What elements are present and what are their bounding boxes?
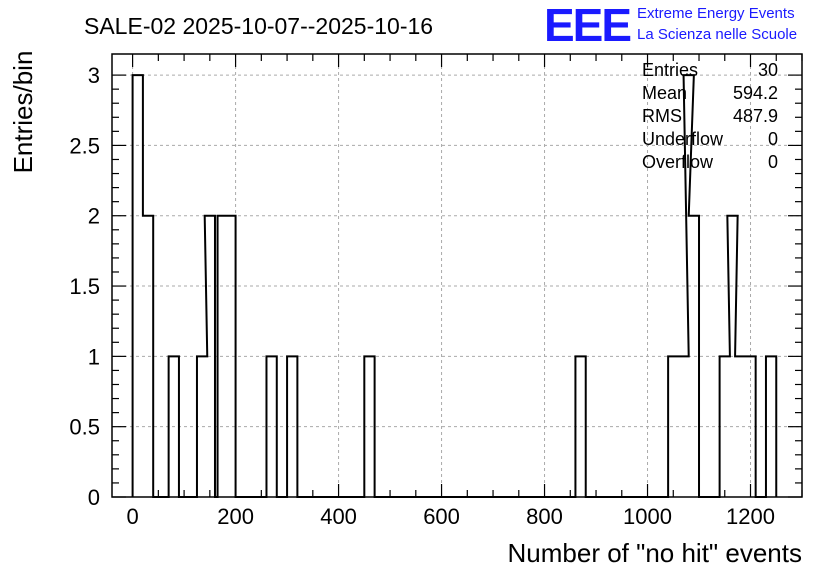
y-tick-label: 2.5 bbox=[69, 133, 100, 158]
x-tick-label: 800 bbox=[526, 504, 563, 529]
x-tick-label: 1200 bbox=[726, 504, 775, 529]
stats-label: Mean bbox=[642, 83, 687, 103]
y-axis-ticks: 0 0.5 1 1.5 2 2.5 3 bbox=[69, 63, 802, 510]
stats-value: 0 bbox=[768, 129, 778, 149]
y-tick-label: 0.5 bbox=[69, 415, 100, 440]
plot-frame bbox=[111, 53, 803, 498]
stats-value: 594.2 bbox=[733, 83, 778, 103]
eee-logo-line2: La Scienza nelle Scuole bbox=[637, 26, 797, 43]
x-tick-label: 1000 bbox=[623, 504, 672, 529]
x-axis-ticks: 0 200 400 600 800 1000 1200 bbox=[126, 54, 803, 529]
x-tick-label: 600 bbox=[423, 504, 460, 529]
stats-value: 0 bbox=[768, 152, 778, 172]
x-tick-label: 400 bbox=[320, 504, 357, 529]
stats-value: 30 bbox=[758, 60, 778, 80]
statistics-box: Entries 30 Mean 594.2 RMS 487.9 Underflow 0 Over… bbox=[642, 60, 778, 172]
y-axis-title: Entries/bin bbox=[8, 51, 38, 174]
stats-label: RMS bbox=[642, 106, 682, 126]
y-tick-label: 1 bbox=[88, 344, 100, 369]
x-tick-label: 200 bbox=[217, 504, 254, 529]
stats-value: 487.9 bbox=[733, 106, 778, 126]
stats-label: Underflow bbox=[642, 129, 724, 149]
y-tick-label: 0 bbox=[88, 485, 100, 510]
y-tick-label: 2 bbox=[88, 204, 100, 229]
stats-label: Overflow bbox=[642, 152, 714, 172]
eee-logo-line1: Extreme Energy Events bbox=[637, 5, 795, 22]
x-tick-label: 0 bbox=[126, 504, 138, 529]
x-axis-title: Number of "no hit" events bbox=[508, 538, 803, 568]
eee-logo-mark: EEE bbox=[544, 0, 630, 51]
stats-label: Entries bbox=[642, 60, 698, 80]
eee-logo: EEE Extreme Energy Events La Scienza nel… bbox=[544, 0, 797, 51]
y-tick-label: 3 bbox=[88, 63, 100, 88]
y-tick-label: 1.5 bbox=[69, 274, 100, 299]
chart-title: SALE-02 2025-10-07--2025-10-16 bbox=[84, 13, 433, 39]
